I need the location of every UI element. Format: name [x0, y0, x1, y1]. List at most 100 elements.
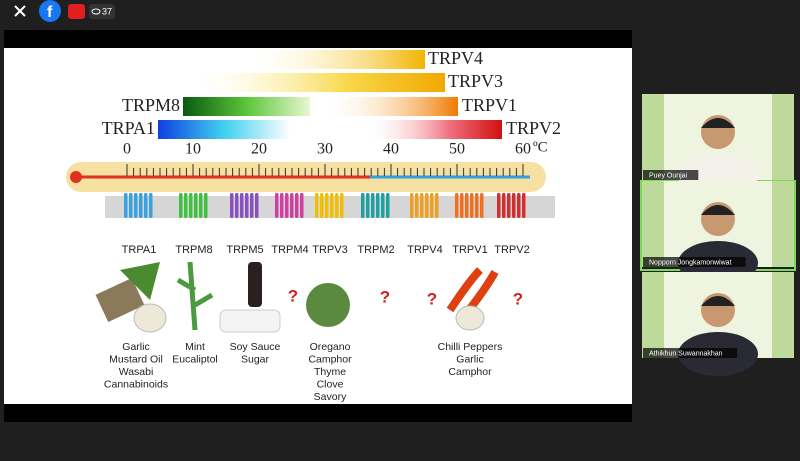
person-hair: [701, 205, 735, 215]
scale-label: 40: [383, 141, 399, 158]
source-line: Garlic: [122, 341, 149, 353]
participant-name: Nopporn Jongkamonwiwat: [649, 259, 732, 266]
participant-name: Athikhun Suwannakhan: [649, 350, 723, 357]
facebook-icon[interactable]: [39, 0, 61, 22]
channel-helix: [139, 193, 143, 218]
range-label: TRPV4: [428, 48, 483, 68]
channel-helix: [522, 193, 526, 218]
unknown-mark: ?: [427, 289, 437, 308]
unknown-mark: ?: [513, 289, 523, 308]
live-icon[interactable]: [68, 4, 85, 19]
channel-helix: [517, 193, 521, 218]
range-label: TRPV1: [462, 95, 517, 115]
range-bar: [255, 50, 425, 69]
source-line: Chilli Peppers: [438, 341, 503, 353]
channel-helix: [149, 193, 153, 218]
channel-helix: [435, 193, 439, 218]
leaf-left: [642, 94, 664, 180]
channel-label: TRPV3: [312, 244, 347, 256]
garlic-2: [455, 305, 485, 331]
channel-helix: [179, 193, 183, 218]
channel-helix: [366, 193, 370, 218]
source-line: Oregano: [310, 341, 351, 353]
leaf-right: [772, 272, 794, 358]
wasabi: [95, 277, 145, 323]
channel-helix: [199, 193, 203, 218]
source-line: Soy Sauce: [230, 341, 281, 353]
channel-helix: [315, 193, 319, 218]
source-line: Mint: [185, 341, 205, 353]
channel-helix: [381, 193, 385, 218]
channel-helix: [330, 193, 334, 218]
channel-helix: [475, 193, 479, 218]
channel-helix: [189, 193, 193, 218]
channel-helix: [335, 193, 339, 218]
channel-helix: [194, 193, 198, 218]
channel-helix: [280, 193, 284, 218]
channel-label: TRPM5: [226, 244, 263, 256]
close-button[interactable]: [14, 5, 26, 17]
channel-helix: [497, 193, 501, 218]
range-label: TRPV2: [506, 118, 561, 138]
range-bar: [370, 120, 502, 139]
channel-helix: [507, 193, 511, 218]
scale-label: 20: [251, 141, 267, 158]
range-bar: [183, 97, 310, 116]
range-bar: [158, 120, 290, 139]
channel-helix: [129, 193, 133, 218]
leaf-right: [772, 181, 794, 267]
source-line: Wasabi: [119, 366, 154, 378]
source-line: Savory: [314, 391, 347, 403]
channel-label: TRPV4: [407, 244, 442, 256]
source-line: Clove: [317, 378, 344, 390]
oregano: [306, 283, 350, 327]
source-line: Sugar: [241, 353, 270, 365]
source-line: Thyme: [314, 366, 346, 378]
scale-label: 30: [317, 141, 333, 158]
slide: [4, 48, 632, 404]
sugar: [219, 309, 281, 333]
channel-helix: [295, 193, 299, 218]
name-badge: [643, 257, 746, 267]
scale-label: 0: [123, 141, 131, 158]
soy-bottle: [248, 262, 262, 307]
channel-helix: [245, 193, 249, 218]
leaf-left: [642, 272, 664, 358]
source-line: Eucaliptol: [172, 353, 218, 365]
facebook-f: f: [47, 4, 53, 21]
channel-helix: [134, 193, 138, 218]
source-line: Cannabinoids: [104, 378, 168, 390]
channel-helix: [250, 193, 254, 218]
channel-helix: [502, 193, 506, 218]
range-bar: [330, 97, 458, 116]
channel-helix: [420, 193, 424, 218]
channel-label: TRPM2: [357, 244, 394, 256]
toolbar: f 37: [14, 0, 115, 22]
channel-helix: [204, 193, 208, 218]
range-label: TRPM8: [122, 95, 180, 115]
channel-helix: [371, 193, 375, 218]
channel-helix: [480, 193, 484, 218]
channel-helix: [465, 193, 469, 218]
channel-helix: [275, 193, 279, 218]
name-badge: [643, 170, 699, 180]
channel-helix: [361, 193, 365, 218]
channel-label: TRPM8: [175, 244, 212, 256]
channel-helix: [235, 193, 239, 218]
viewer-count: 37: [102, 6, 112, 16]
channel-helix: [340, 193, 344, 218]
person-hair: [701, 296, 735, 306]
source-line: Camphor: [308, 353, 352, 365]
scale-label: 50: [449, 141, 465, 158]
channel-helix: [300, 193, 304, 218]
channel-helix: [415, 193, 419, 218]
unknown-mark: ?: [288, 286, 298, 305]
source-line: Garlic: [456, 353, 483, 365]
leaf-right: [772, 94, 794, 180]
mint: [176, 261, 214, 331]
participant-name: Puey Ounjai: [649, 172, 688, 179]
range-label: TRPV3: [448, 71, 503, 91]
channel-helix: [470, 193, 474, 218]
channel-helix: [230, 193, 234, 218]
